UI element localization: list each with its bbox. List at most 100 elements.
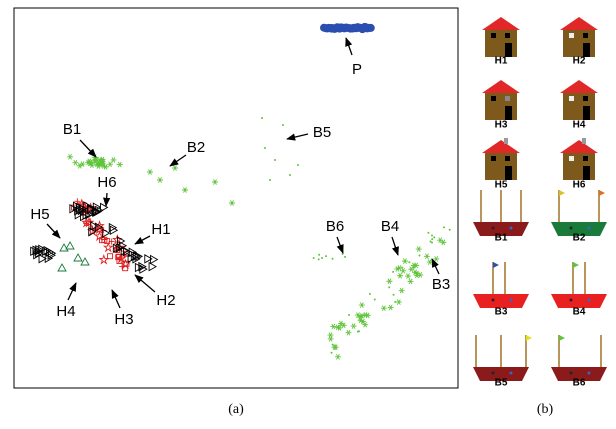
point — [93, 223, 105, 235]
icon-label: H6 — [573, 180, 586, 191]
point — [330, 323, 337, 330]
point — [98, 253, 110, 265]
point — [130, 251, 140, 261]
point — [102, 241, 114, 253]
point — [116, 161, 123, 168]
point — [387, 304, 394, 311]
window — [583, 33, 588, 38]
point — [398, 287, 405, 294]
point — [282, 124, 284, 126]
point — [38, 253, 47, 264]
point — [86, 160, 93, 167]
window — [491, 33, 496, 38]
hull — [473, 367, 529, 381]
point — [59, 243, 69, 252]
chimney — [582, 138, 586, 144]
icon-panel: H1 H2 H3 H4 H5 H6 B1 B2 B3 B4 B5 B6 — [473, 17, 607, 389]
label: B4 — [381, 218, 399, 235]
porthole — [569, 371, 573, 375]
point — [72, 159, 79, 166]
point — [331, 343, 334, 346]
icon-label: H5 — [495, 180, 508, 191]
point — [341, 252, 344, 255]
arrow — [169, 154, 187, 167]
label: H3 — [114, 311, 133, 328]
point — [401, 258, 408, 264]
porthole — [491, 371, 495, 375]
point — [405, 273, 412, 279]
arrow — [134, 235, 151, 245]
point — [408, 261, 411, 264]
caption: (a) — [228, 402, 244, 417]
label: H2 — [156, 292, 175, 309]
door — [583, 43, 590, 57]
arrow — [345, 37, 353, 56]
point — [415, 246, 422, 252]
point — [132, 251, 142, 261]
label: H1 — [151, 221, 170, 238]
point — [392, 270, 395, 273]
window — [569, 156, 574, 161]
point — [400, 267, 407, 274]
scatter-points — [30, 22, 451, 360]
point — [41, 246, 51, 257]
point — [264, 147, 266, 149]
point — [392, 293, 395, 296]
point — [433, 256, 440, 262]
point — [345, 329, 352, 336]
icon-label: B3 — [495, 307, 508, 318]
point — [312, 256, 315, 259]
arrow — [391, 236, 399, 256]
point — [57, 263, 67, 272]
icon-label: H1 — [495, 56, 508, 67]
point — [138, 261, 147, 272]
flag — [493, 262, 499, 268]
label: H6 — [97, 174, 116, 191]
point — [108, 222, 118, 233]
point — [78, 203, 88, 214]
window — [491, 96, 496, 101]
point — [427, 231, 430, 234]
point — [65, 241, 75, 250]
arrow — [46, 223, 61, 239]
point — [347, 314, 350, 317]
arrow — [111, 289, 121, 309]
arrow — [336, 236, 344, 254]
label: B1 — [63, 121, 81, 138]
hull — [551, 294, 607, 308]
point — [80, 211, 89, 222]
icon-label: B4 — [573, 307, 586, 318]
point — [394, 300, 397, 303]
door — [505, 166, 512, 180]
point — [122, 265, 129, 272]
porthole — [587, 298, 591, 302]
point — [229, 200, 235, 206]
label: B3 — [432, 276, 450, 293]
label: P — [352, 61, 362, 78]
window — [505, 96, 510, 101]
door — [505, 43, 512, 57]
point — [87, 203, 96, 214]
point — [413, 270, 420, 277]
window — [505, 33, 510, 38]
point — [69, 203, 78, 214]
point — [110, 157, 117, 163]
flag — [559, 335, 565, 341]
arrow — [134, 274, 156, 293]
house-wall — [485, 152, 517, 180]
label: H5 — [30, 206, 49, 223]
point — [373, 298, 376, 301]
window — [505, 156, 510, 161]
point — [318, 253, 321, 256]
point — [407, 278, 414, 285]
point — [30, 246, 39, 257]
point — [148, 261, 157, 272]
point — [116, 258, 123, 264]
window — [583, 96, 588, 101]
point — [380, 305, 387, 312]
house-roof — [560, 17, 598, 30]
point — [144, 254, 153, 264]
arrow — [286, 133, 309, 141]
point — [83, 216, 95, 228]
point — [289, 174, 291, 176]
